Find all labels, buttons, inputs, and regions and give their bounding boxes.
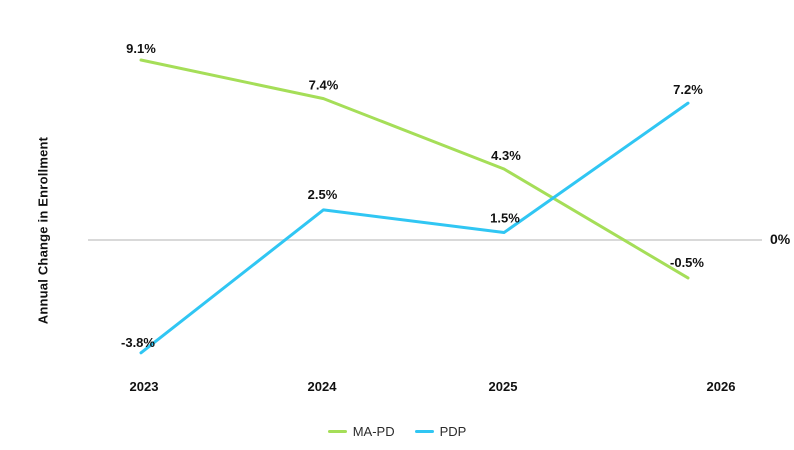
point-label-pdp-2025: 1.5%: [490, 211, 520, 226]
series-line-pdp: [139, 101, 690, 355]
legend-swatch-mapd-icon: [327, 430, 347, 433]
legend-item-mapd[interactable]: MA-PD: [327, 424, 395, 439]
point-label-pdp-2026: 7.2%: [673, 82, 703, 97]
legend-swatch-pdp-icon: [414, 430, 434, 433]
legend-item-pdp[interactable]: PDP: [414, 424, 467, 439]
point-label-ma-pd-2026: -0.5%: [670, 255, 704, 270]
legend-label-mapd: MA-PD: [352, 424, 395, 439]
legend: MA-PD PDP: [0, 424, 794, 439]
point-label-pdp-2023: -3.8%: [121, 335, 155, 350]
legend-label-pdp: PDP: [439, 424, 467, 439]
x-tick-label-2023: 2023: [130, 379, 159, 394]
x-tick-label-2024: 2024: [308, 379, 338, 394]
zero-line-label: 0%: [770, 231, 791, 247]
point-label-ma-pd-2025: 4.3%: [491, 148, 521, 163]
series-line-ma-pd: [139, 58, 690, 280]
x-tick-label-2025: 2025: [489, 379, 518, 394]
point-label-ma-pd-2024: 7.4%: [309, 78, 339, 93]
point-label-pdp-2024: 2.5%: [308, 187, 338, 202]
point-label-ma-pd-2023: 9.1%: [126, 41, 156, 56]
x-tick-label-2026: 2026: [707, 379, 736, 394]
